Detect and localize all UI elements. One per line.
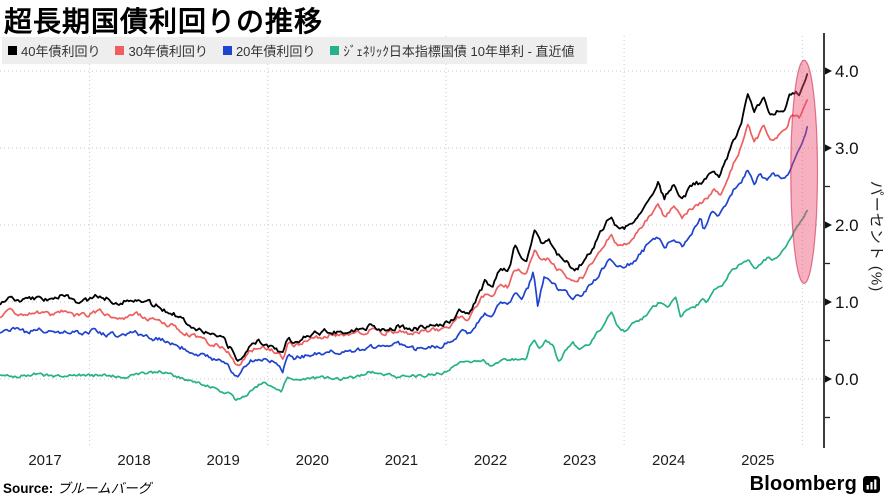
legend-swatch-10yr-icon bbox=[330, 46, 340, 55]
y-axis-title: パーセント (%) bbox=[867, 180, 885, 293]
x-axis-year-label: 2022 bbox=[473, 452, 508, 469]
x-axis-year-label: 2020 bbox=[295, 452, 329, 469]
chart-title: 超長期国債利回りの推移 bbox=[4, 5, 324, 38]
legend-item-30yr: 30年債利回り bbox=[115, 41, 208, 60]
svg-text:4.0: 4.0 bbox=[835, 62, 859, 81]
x-axis-year-label: 2024 bbox=[652, 452, 686, 469]
x-axis-year-label: 2021 bbox=[384, 452, 419, 469]
legend-item-40yr: 40年債利回り bbox=[8, 41, 100, 60]
x-axis-year-label: 2019 bbox=[206, 452, 240, 469]
source-text: ブルームバーグ bbox=[57, 481, 152, 496]
x-axis-year-label: 2023 bbox=[562, 452, 597, 469]
legend-label: 20年債利回り bbox=[235, 44, 316, 59]
legend-item-generic-10yr: ｼﾞｪﾈﾘｯｸ日本指標国債 10年単利 - 直近値 bbox=[330, 41, 575, 60]
x-axis-year-label: 2025 bbox=[741, 452, 775, 469]
legend-label: 40年債利回り bbox=[21, 44, 101, 59]
legend-bar: 40年債利回り 30年債利回り 20年債利回り ｼﾞｪﾈﾘｯｸ日本指標国債 10… bbox=[2, 37, 587, 64]
bloomberg-wordmark: Bloomberg bbox=[749, 473, 857, 495]
svg-text:2.0: 2.0 bbox=[835, 216, 859, 235]
legend-swatch-20yr-icon bbox=[222, 46, 232, 55]
legend-swatch-30yr-icon bbox=[115, 46, 125, 55]
svg-text:3.0: 3.0 bbox=[835, 139, 859, 158]
x-axis-labels: 2017 2018 2019 2020 2021 2022 2023 2024 2025 bbox=[0, 452, 890, 472]
bloomberg-logo: Bloomberg bbox=[750, 473, 880, 496]
legend-label: ｼﾞｪﾈﾘｯｸ日本指標国債 10年単利 - 直近値 bbox=[343, 44, 575, 59]
legend-swatch-40yr-icon bbox=[8, 46, 17, 55]
x-axis-year-label: 2018 bbox=[117, 452, 151, 469]
source-label: Source: bbox=[3, 481, 54, 496]
source-row: Source: ブルームバーグ bbox=[3, 477, 151, 497]
legend-item-20yr: 20年債利回り bbox=[222, 41, 316, 60]
legend-label: 30年債利回り bbox=[128, 44, 208, 59]
bloomberg-bars-icon bbox=[863, 476, 880, 493]
x-axis-year-label: 2017 bbox=[28, 452, 62, 469]
svg-text:1.0: 1.0 bbox=[835, 293, 859, 312]
svg-text:0.0: 0.0 bbox=[835, 370, 859, 389]
